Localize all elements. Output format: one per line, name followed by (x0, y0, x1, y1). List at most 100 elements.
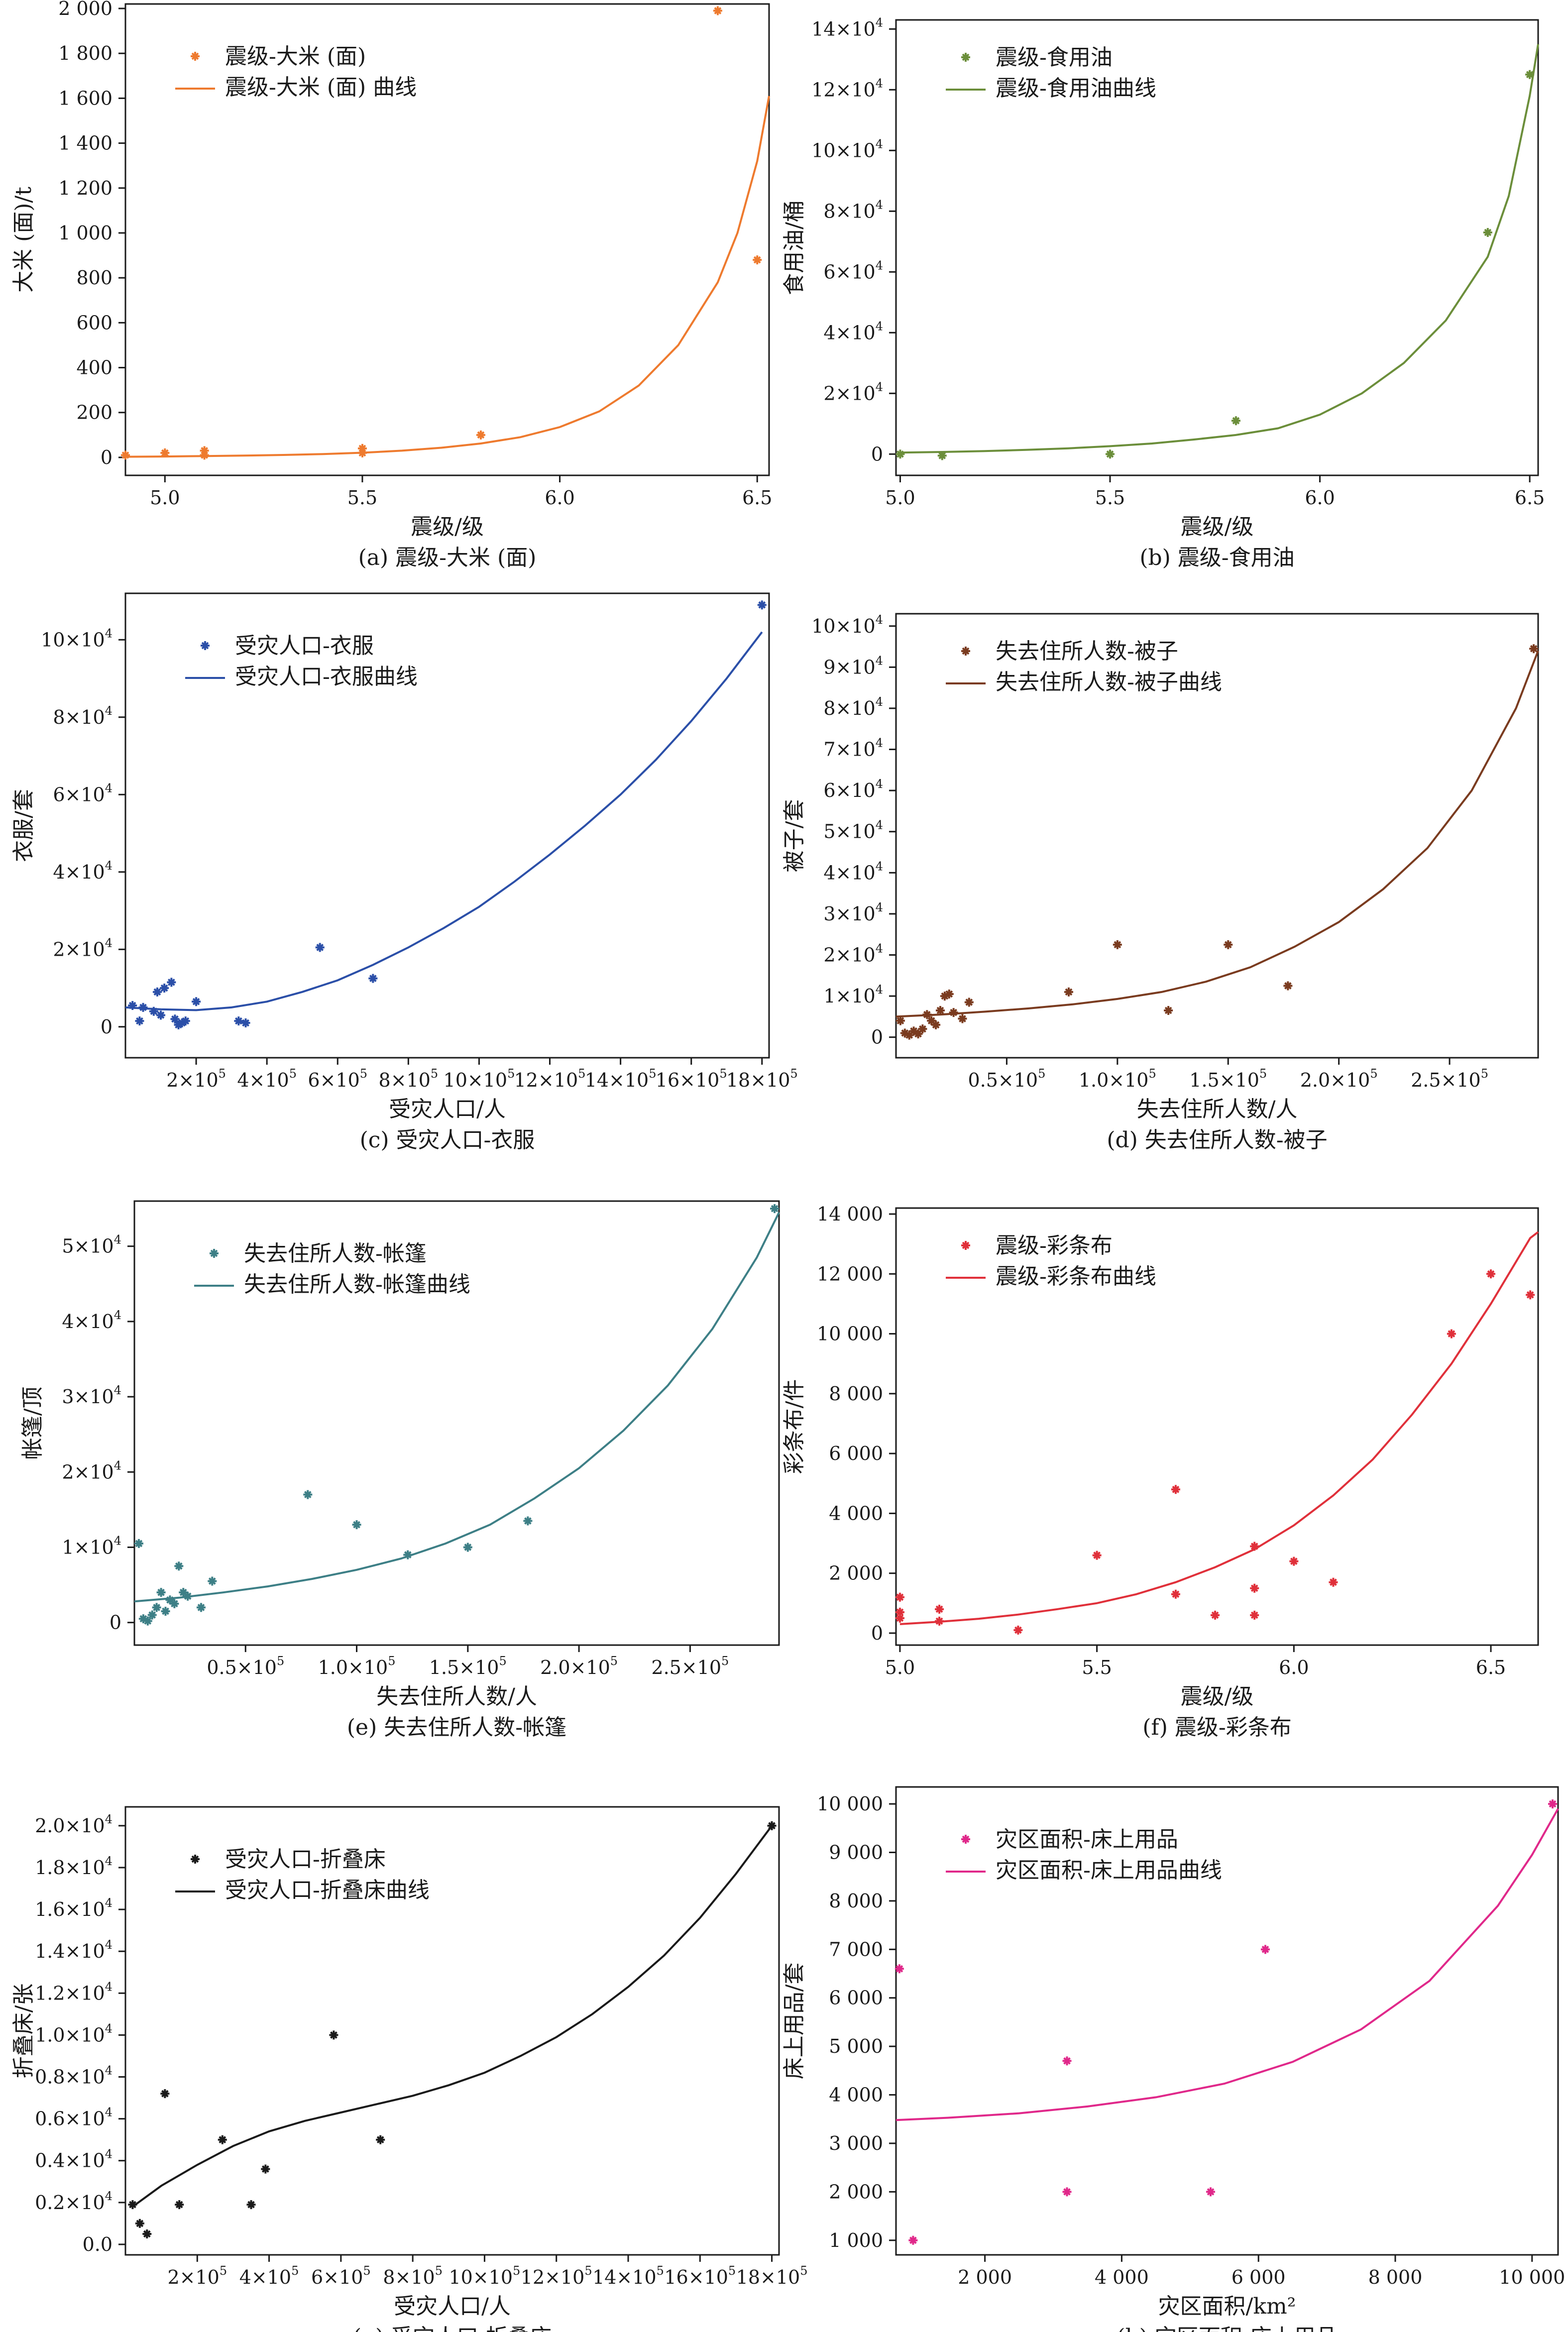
data-point (913, 1029, 923, 1039)
data-point (900, 1028, 909, 1038)
y-tick-label: 1.4×104 (35, 1938, 112, 1962)
y-tick-label: 4 000 (829, 1502, 883, 1524)
data-point (135, 1016, 144, 1026)
fit-curve (896, 650, 1539, 1018)
y-tick-label: 14×104 (811, 15, 883, 40)
data-point (757, 600, 767, 610)
y-tick-label: 0.8×104 (35, 2064, 112, 2088)
x-tick-label: 12×105 (521, 2264, 592, 2288)
data-point (753, 255, 762, 265)
data-point (1529, 644, 1539, 654)
x-tick-label: 10×105 (449, 2264, 521, 2288)
data-point (303, 1490, 313, 1499)
y-tick-label: 0 (101, 446, 112, 468)
data-point (1062, 2056, 1072, 2066)
data-point (376, 2135, 385, 2144)
x-tick-label: 1.5×105 (429, 1654, 507, 1678)
data-point (1525, 70, 1535, 79)
y-tick-label: 8 000 (829, 1890, 883, 1912)
x-tick-label: 2×105 (166, 1067, 226, 1091)
data-point (315, 943, 325, 952)
data-point (167, 978, 176, 987)
panel-caption: (c) 受灾人口-衣服 (360, 1127, 535, 1153)
data-point (937, 451, 947, 460)
data-point (1283, 981, 1293, 991)
data-point (1064, 987, 1073, 997)
legend-curve-label: 震级-食用油曲线 (996, 76, 1156, 101)
data-point (403, 1550, 413, 1559)
data-point (904, 1030, 914, 1040)
data-point (174, 1561, 184, 1571)
y-tick-label: 8×104 (823, 695, 883, 719)
y-tick-label: 1 400 (58, 132, 112, 154)
x-tick-label: 6.0 (545, 487, 574, 509)
data-point (160, 448, 170, 457)
data-point (138, 1614, 148, 1624)
data-point (964, 998, 974, 1007)
x-axis-label: 受灾人口/人 (394, 2294, 511, 2319)
legend-points-label: 失去住所人数-帐篷 (244, 1241, 427, 1266)
data-point (935, 1604, 944, 1614)
x-axis-label: 失去住所人数/人 (1137, 1097, 1298, 1122)
data-point (927, 1016, 936, 1025)
y-tick-label: 1.0×104 (35, 2021, 112, 2046)
data-point (200, 446, 209, 455)
data-point (896, 449, 905, 459)
x-tick-label: 8 000 (1368, 2266, 1423, 2288)
legend-points-label: 受灾人口-折叠床 (225, 1847, 386, 1872)
x-axis-label: 受灾人口/人 (389, 1097, 506, 1122)
data-point (931, 1020, 941, 1029)
y-tick-label: 7×104 (823, 736, 883, 761)
data-point (218, 2135, 227, 2144)
legend-marker (191, 1855, 200, 1864)
data-point (958, 1014, 967, 1023)
legend-points-label: 受灾人口-衣服 (235, 633, 374, 659)
y-tick-label: 0 (110, 1612, 121, 1634)
panel-b: 5.0 5.5 6.0 6.5 0 2×104 4×104 6×104 8×104 10×104 1… (782, 15, 1545, 570)
y-tick-label: 0 (871, 1622, 883, 1644)
data-point (175, 2200, 184, 2210)
x-tick-label: 10 000 (1499, 2266, 1565, 2288)
y-axis-label: 衣服/套 (11, 789, 36, 862)
y-tick-label: 14 000 (817, 1203, 883, 1225)
data-point (357, 444, 367, 453)
x-tick-label: 2.0×105 (540, 1654, 618, 1678)
data-point (208, 1576, 217, 1586)
x-tick-label: 14×105 (585, 1067, 657, 1091)
x-axis-label: 震级/级 (1181, 514, 1254, 540)
legend-curve-label: 震级-彩条布曲线 (996, 1264, 1156, 1289)
data-point (944, 989, 954, 999)
data-point (192, 997, 201, 1006)
x-tick-label: 2.5×105 (1411, 1067, 1488, 1091)
data-point (922, 1010, 932, 1019)
data-point (918, 1024, 927, 1034)
data-point (181, 1016, 190, 1026)
x-tick-label: 12×105 (514, 1067, 586, 1091)
plot-frame (124, 1806, 780, 2256)
legend-points-label: 震级-彩条布 (996, 1233, 1113, 1258)
panel-h: 2 000 4 000 6 000 8 000 10 000 1 000 2 000 3 00… (782, 1786, 1565, 2332)
y-tick-label: 800 (76, 267, 112, 289)
y-tick-label: 10×104 (41, 626, 112, 651)
y-tick-label: 0 (871, 1026, 883, 1048)
data-point (160, 2089, 170, 2099)
y-tick-label: 12 000 (817, 1263, 883, 1285)
y-axis-label: 床上用品/套 (782, 1963, 807, 2080)
panel-g: 2×105 4×105 6×105 8×105 10×105 12×105 14×105 16… (11, 1806, 807, 2332)
data-point (935, 1616, 944, 1626)
x-tick-label: 6×105 (311, 2264, 371, 2288)
legend-curve-label: 灾区面积-床上用品曲线 (996, 1858, 1222, 1883)
y-tick-label: 200 (76, 402, 112, 424)
legend-marker (961, 647, 970, 656)
plot-frame (895, 19, 1539, 476)
data-point (142, 2229, 152, 2238)
legend-points-label: 震级-大米 (面) (225, 44, 366, 69)
data-point (170, 1014, 180, 1024)
y-axis-label: 被子/套 (782, 799, 807, 873)
data-point (261, 2164, 270, 2174)
data-point (463, 1543, 472, 1552)
y-tick-label: 8×104 (823, 198, 883, 222)
data-point (1224, 940, 1233, 949)
x-tick-label: 6.5 (1515, 487, 1545, 509)
